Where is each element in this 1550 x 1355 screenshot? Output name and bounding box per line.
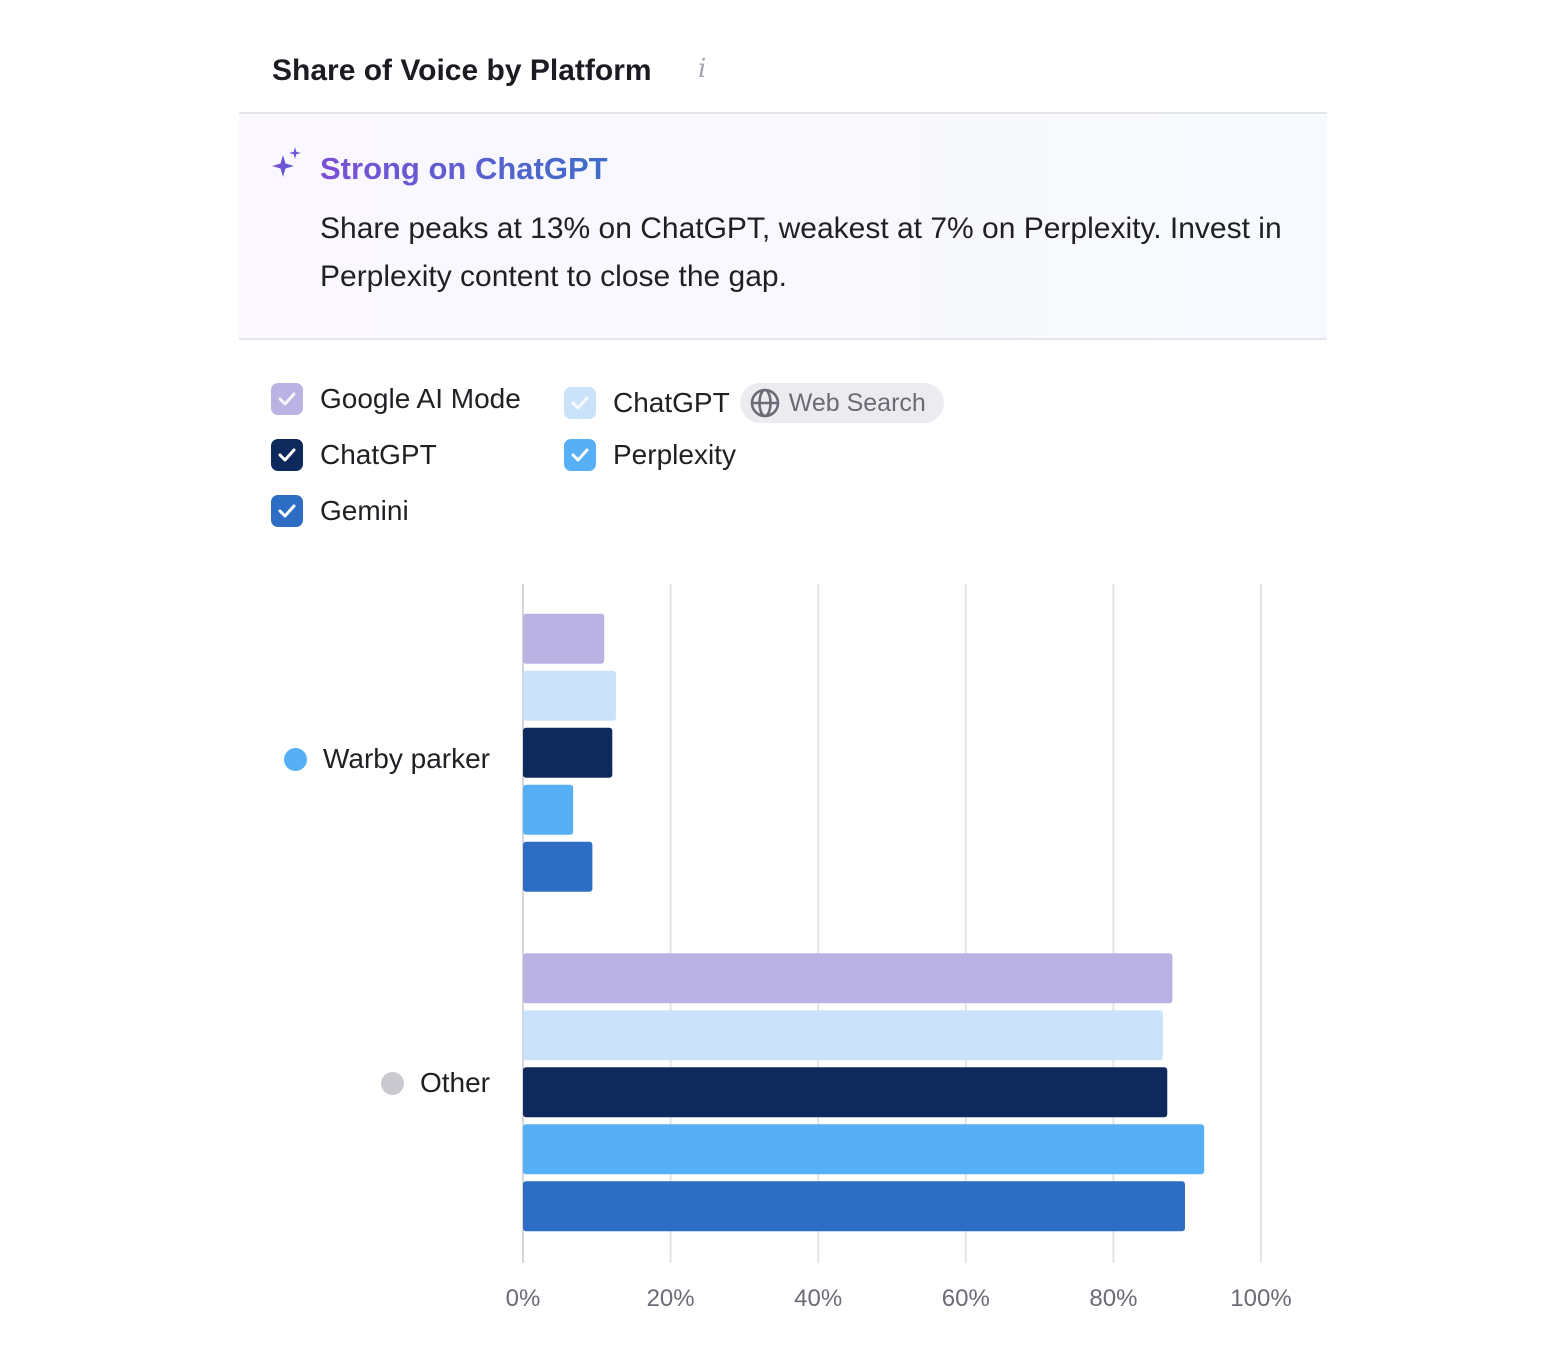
insight-text: Share peaks at 13% on ChatGPT, weakest a… — [320, 212, 1282, 293]
checkbox[interactable] — [564, 439, 596, 471]
legend-label: Perplexity — [613, 439, 736, 470]
check-icon — [278, 448, 296, 462]
globe-icon — [750, 388, 780, 418]
category-dot — [380, 1071, 404, 1095]
divider — [239, 112, 1327, 114]
bar-warby-parker-chatgpt[interactable] — [523, 727, 613, 778]
category-label-other: Other — [380, 1067, 490, 1099]
x-tick-label: 100% — [1230, 1285, 1291, 1312]
bar-warby-parker-gemini[interactable] — [523, 841, 593, 892]
insight-title: Strong on ChatGPT — [320, 151, 608, 186]
check-icon — [571, 448, 589, 462]
divider — [239, 338, 1327, 340]
legend-item[interactable]: Gemini — [271, 495, 409, 527]
bar-other-google-ai-mode[interactable] — [523, 953, 1173, 1004]
x-tick-label: 80% — [1089, 1285, 1137, 1312]
web-search-badge: Web Search — [739, 383, 944, 423]
legend-item[interactable]: Perplexity — [564, 439, 736, 471]
check-icon — [278, 504, 296, 518]
category-label-warby-parker: Warby parker — [283, 743, 490, 775]
category-text: Warby parker — [322, 743, 490, 774]
bar-warby-parker-perplexity[interactable] — [523, 784, 574, 835]
x-tick-label: 0% — [506, 1285, 541, 1312]
legend-label: Gemini — [320, 495, 409, 526]
legend-label: ChatGPT — [613, 387, 730, 418]
checkbox[interactable] — [271, 495, 303, 527]
bar-other-gemini[interactable] — [523, 1181, 1185, 1232]
category-text: Other — [419, 1067, 490, 1098]
badge-label: Web Search — [788, 388, 926, 417]
bar-other-perplexity[interactable] — [523, 1124, 1205, 1175]
checkbox[interactable] — [271, 439, 303, 471]
x-tick-label: 20% — [647, 1285, 695, 1312]
bar-other-chatgpt[interactable] — [523, 1067, 1168, 1118]
legend-item[interactable]: ChatGPT Web Search — [564, 383, 944, 423]
bar-warby-parker-chatgpt-web-search[interactable] — [523, 670, 616, 721]
check-icon — [278, 392, 296, 406]
check-icon — [571, 396, 589, 410]
checkbox[interactable] — [271, 383, 303, 415]
sparkles-icon — [272, 147, 301, 177]
insight-panel: Strong on ChatGPT Share peaks at 13% on … — [239, 115, 1327, 338]
legend-label: ChatGPT — [320, 439, 437, 470]
x-tick-label: 40% — [794, 1285, 842, 1312]
category-dot — [283, 747, 307, 771]
x-tick-label: 60% — [942, 1285, 990, 1312]
legend-item[interactable]: Google AI Mode — [271, 383, 521, 415]
legend-item[interactable]: ChatGPT — [271, 439, 437, 471]
checkbox[interactable] — [564, 387, 596, 419]
legend-label: Google AI Mode — [320, 383, 521, 414]
bar-warby-parker-google-ai-mode[interactable] — [523, 613, 605, 664]
widget-title: Share of Voice by Platform — [272, 54, 652, 87]
bar-other-chatgpt-web-search[interactable] — [523, 1010, 1163, 1061]
info-icon[interactable]: i — [698, 54, 707, 84]
